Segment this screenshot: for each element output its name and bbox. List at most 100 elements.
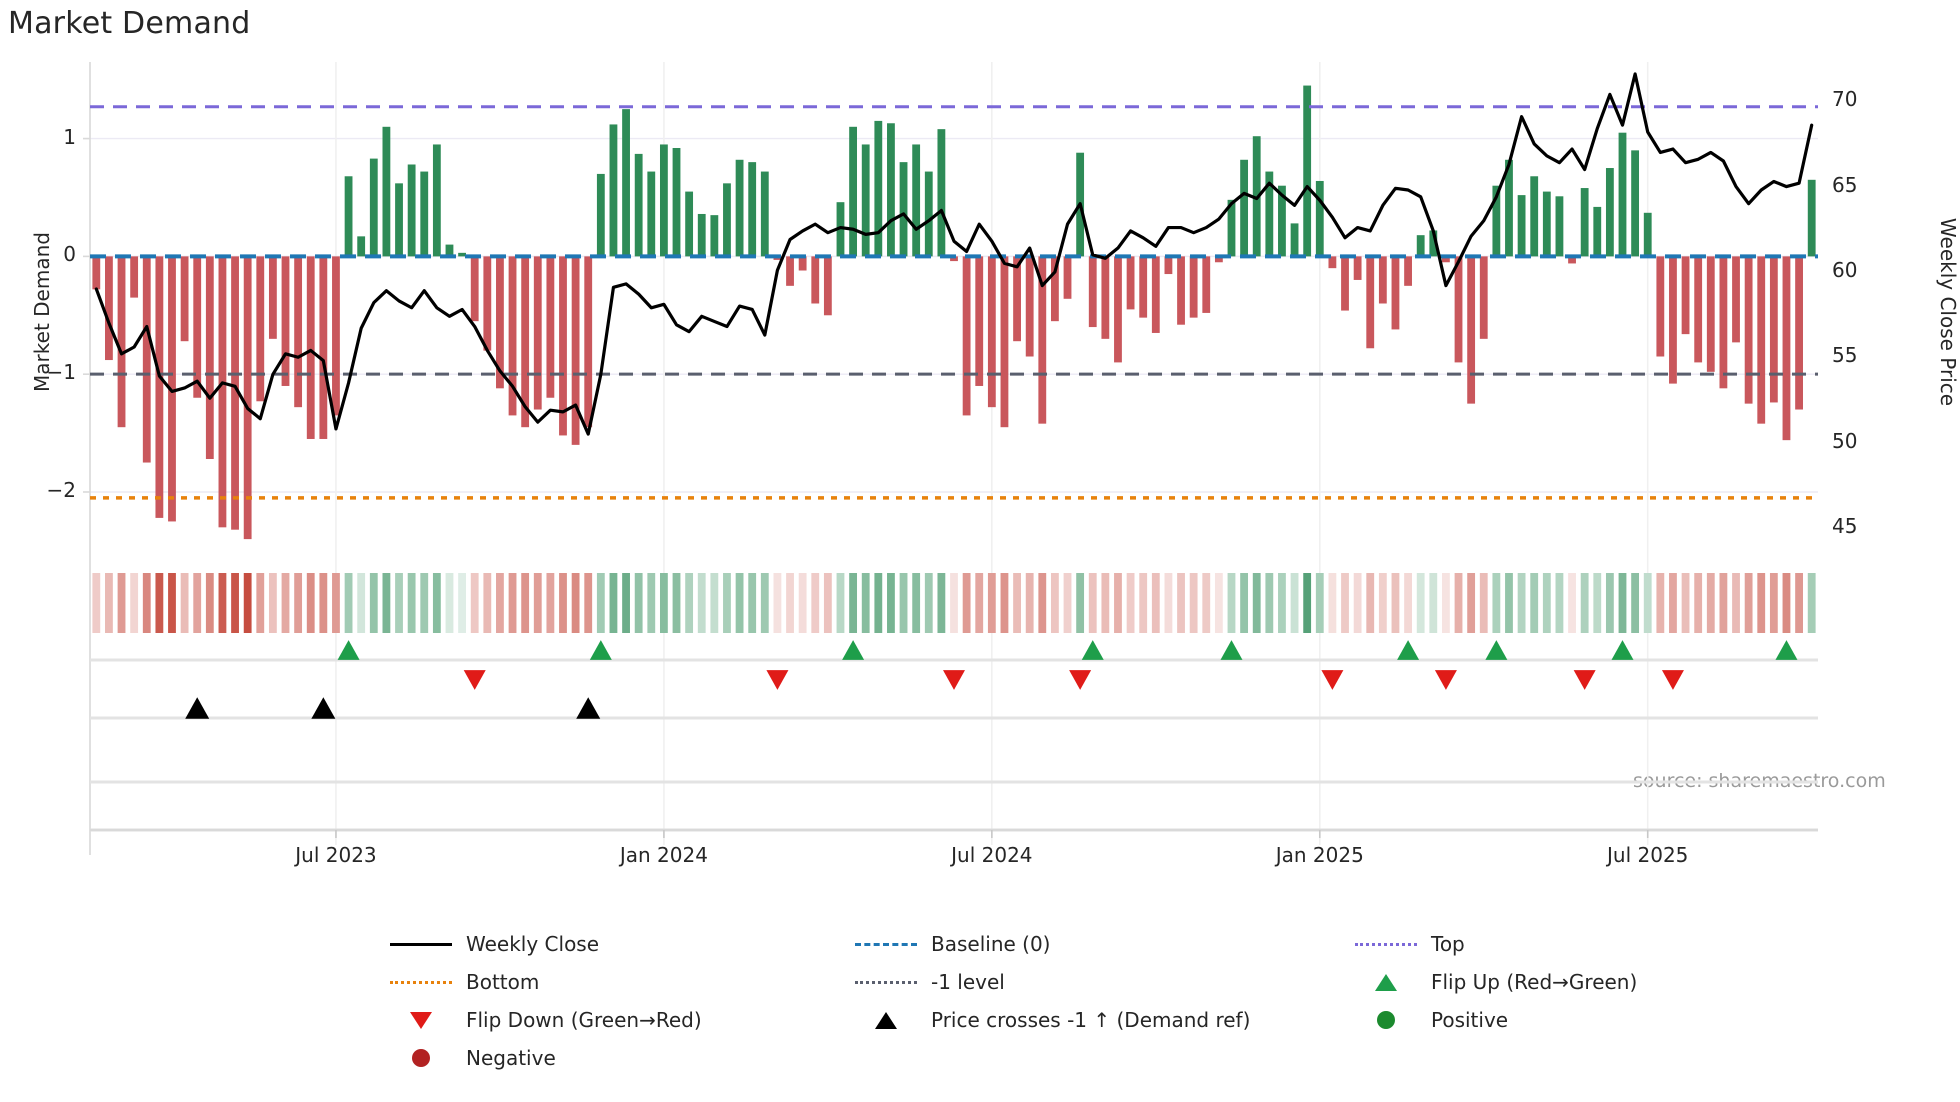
heatmap-cell <box>1719 573 1728 633</box>
demand-bar <box>1025 256 1034 357</box>
demand-bar <box>874 120 883 257</box>
demand-bar <box>1265 171 1274 257</box>
flip-up-marker <box>1775 640 1798 660</box>
heatmap-cell <box>243 573 252 633</box>
heatmap-cell <box>1214 573 1223 633</box>
demand-bar <box>193 256 202 398</box>
x-tick-label: Jan 2024 <box>619 843 708 867</box>
heatmap-cell <box>659 573 668 633</box>
flip-down-marker <box>1321 670 1344 690</box>
demand-bar <box>142 256 151 463</box>
legend-item[interactable]: -1 level <box>855 970 1005 994</box>
demand-bar <box>407 164 416 257</box>
y-tick-right: 45 <box>1832 513 1858 538</box>
heatmap-cell <box>950 573 958 633</box>
demand-bar <box>420 171 429 257</box>
legend-item[interactable]: Weekly Close <box>390 932 599 956</box>
flip-up-marker <box>589 640 612 660</box>
heatmap-cell <box>1290 573 1299 633</box>
demand-bar <box>1353 256 1362 280</box>
demand-bar <box>1214 256 1223 263</box>
demand-bar <box>735 159 744 257</box>
heatmap-cell <box>483 573 492 633</box>
demand-bar <box>1542 191 1551 257</box>
demand-bar <box>647 171 656 257</box>
dotted-line-icon <box>855 971 917 993</box>
heatmap-cell <box>559 573 567 633</box>
heatmap-cell <box>1694 573 1703 633</box>
legend-item[interactable]: Negative <box>390 1046 556 1070</box>
demand-bar <box>1303 85 1312 257</box>
heatmap-cell <box>117 573 126 633</box>
flip-down-marker <box>1573 670 1596 690</box>
demand-bar <box>180 256 189 342</box>
demand-bar <box>105 256 113 361</box>
heatmap-cell <box>987 573 996 633</box>
heatmap-cell <box>1744 573 1753 633</box>
heatmap-cell <box>357 573 366 633</box>
heatmap-cell <box>861 573 870 633</box>
heatmap-cell <box>105 573 113 633</box>
demand-bar <box>1416 235 1425 257</box>
heatmap-cell <box>1656 573 1665 633</box>
legend-item[interactable]: Bottom <box>390 970 539 994</box>
heatmap-cell <box>1151 573 1160 633</box>
y-tick-right: 70 <box>1832 87 1858 112</box>
flip-up-marker <box>1220 640 1243 660</box>
heatmap-cell <box>887 573 895 633</box>
demand-bar <box>1290 223 1299 257</box>
demand-bar <box>1278 185 1286 257</box>
y-tick-left: 0 <box>63 242 76 267</box>
heatmap-cell <box>962 573 971 633</box>
heatmap-cell <box>1328 573 1337 633</box>
heatmap-cell <box>912 573 921 633</box>
heatmap-cell <box>231 573 239 633</box>
heatmap-cell <box>786 573 794 633</box>
demand-bar <box>546 256 555 398</box>
demand-bar <box>344 176 353 257</box>
demand-bar <box>1442 256 1450 263</box>
legend-item[interactable]: Price crosses -1 ↑ (Demand ref) <box>855 1008 1250 1032</box>
heatmap-cell <box>899 573 908 633</box>
heatmap-cell <box>1568 573 1576 633</box>
circle-dot-icon <box>1355 1009 1417 1031</box>
demand-bar <box>584 256 593 428</box>
heatmap-cell <box>571 573 580 633</box>
flip-up-marker <box>1485 640 1508 660</box>
heatmap-cell <box>1706 573 1715 633</box>
legend-item[interactable]: Flip Up (Red→Green) <box>1355 970 1637 994</box>
flip-down-marker <box>766 670 789 690</box>
heatmap-cell <box>710 573 719 633</box>
demand-bar <box>987 256 996 408</box>
demand-bar <box>1404 256 1412 286</box>
demand-bar <box>1101 256 1110 339</box>
heatmap-cell <box>1202 573 1211 633</box>
demand-bar <box>1492 185 1501 257</box>
demand-bar <box>1643 212 1652 257</box>
demand-bar <box>975 256 984 386</box>
y-tick-right: 55 <box>1832 343 1858 368</box>
heatmap-cell <box>1605 573 1614 633</box>
heatmap-cell <box>218 573 227 633</box>
demand-bar <box>672 147 681 257</box>
demand-bar <box>937 129 946 257</box>
legend-item[interactable]: Flip Down (Green→Red) <box>390 1008 702 1032</box>
flip-up-marker <box>1081 640 1104 660</box>
legend-item[interactable]: Baseline (0) <box>855 932 1050 956</box>
heatmap-cell <box>1240 573 1249 633</box>
demand-bar <box>1177 256 1185 325</box>
heatmap-cell <box>647 573 656 633</box>
demand-bar <box>912 144 921 257</box>
legend-item[interactable]: Top <box>1355 932 1465 956</box>
heatmap-cell <box>1631 573 1640 633</box>
legend-item[interactable]: Positive <box>1355 1008 1508 1032</box>
demand-bar <box>306 256 315 439</box>
flip-up-marker <box>337 640 360 660</box>
demand-bar <box>1517 195 1526 257</box>
legend-item-label: Top <box>1431 932 1465 956</box>
demand-bar <box>1618 132 1627 257</box>
demand-bar <box>1681 256 1690 335</box>
heatmap-cell <box>1732 573 1740 633</box>
demand-bar <box>1013 256 1021 342</box>
heatmap-cell <box>1391 573 1400 633</box>
